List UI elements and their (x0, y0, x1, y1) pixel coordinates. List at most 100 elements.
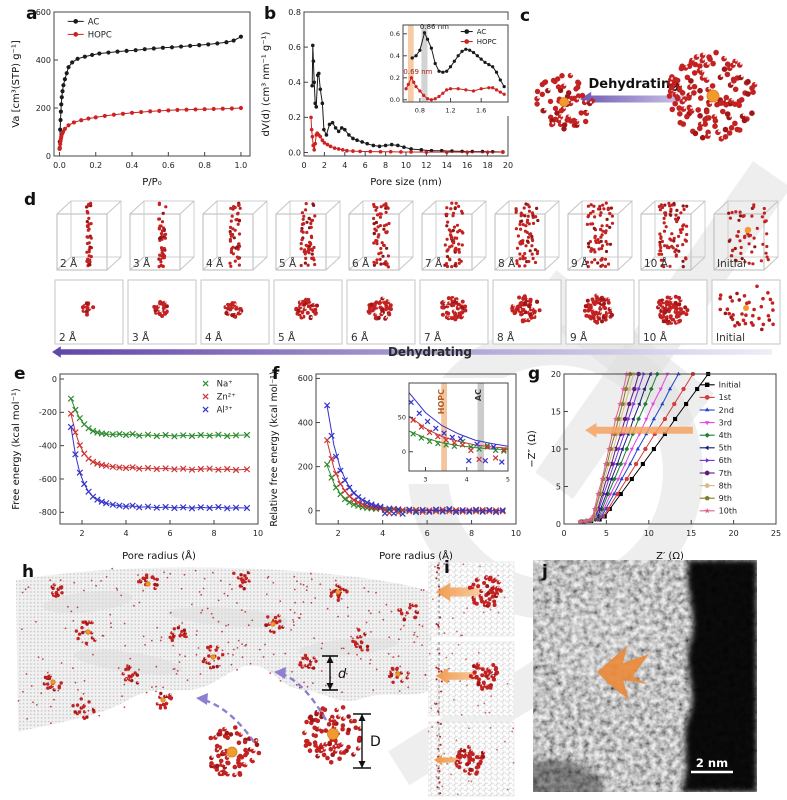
svg-text:0.2: 0.2 (288, 113, 301, 122)
svg-text:0.4: 0.4 (126, 161, 139, 170)
svg-text:4 Å: 4 Å (205, 331, 223, 344)
svg-text:0.8: 0.8 (288, 8, 301, 17)
svg-text:Pore size (nm): Pore size (nm) (370, 177, 442, 188)
svg-text:600: 600 (298, 374, 313, 383)
svg-text:8: 8 (469, 529, 474, 538)
panel-label-i: i (444, 558, 450, 578)
svg-text:15: 15 (686, 529, 696, 538)
svg-text:HOPC: HOPC (437, 389, 446, 414)
svg-text:7 Å: 7 Å (424, 331, 442, 344)
svg-text:2: 2 (322, 161, 327, 170)
panel-label-f: f (272, 364, 280, 384)
svg-text:Dehydrating: Dehydrating (588, 77, 679, 92)
svg-text:Free energy (kcal mol⁻¹): Free energy (kcal mol⁻¹) (11, 388, 22, 510)
svg-text:-200: -200 (39, 408, 57, 417)
svg-text:16: 16 (462, 161, 472, 170)
svg-text:14: 14 (442, 161, 452, 170)
svg-text:2: 2 (336, 529, 341, 538)
panel-c-dehydration-illustration: Dehydrating (534, 49, 758, 142)
svg-text:10: 10 (253, 529, 263, 538)
svg-text:1.6: 1.6 (476, 107, 486, 115)
svg-text:6 Å: 6 Å (351, 331, 369, 344)
svg-text:6: 6 (167, 529, 172, 538)
svg-text:400: 400 (36, 56, 51, 65)
svg-text:4th: 4th (719, 431, 732, 440)
svg-text:Initial: Initial (719, 381, 741, 390)
svg-text:6 Å: 6 Å (352, 257, 370, 270)
svg-text:0.69 nm: 0.69 nm (403, 68, 432, 76)
svg-text:0.0: 0.0 (390, 96, 400, 104)
svg-text:8 Å: 8 Å (497, 331, 515, 344)
svg-text:6: 6 (425, 529, 430, 538)
svg-text:2 Å: 2 Å (59, 331, 77, 344)
panel-b-inset-chart: 0.86 nm 0.69 nm 0.8 1.2 1.6 0.0 0.2 0.4 0.6 AC HOP… (384, 20, 512, 116)
svg-text:200: 200 (298, 462, 313, 471)
svg-text:2 nm: 2 nm (696, 756, 728, 770)
svg-text:5: 5 (556, 482, 561, 491)
svg-text:9 Å: 9 Å (571, 257, 589, 270)
svg-text:P/P₀: P/P₀ (142, 177, 161, 188)
svg-text:10: 10 (551, 445, 561, 454)
svg-text:8th: 8th (719, 481, 732, 490)
panel-label-b: b (264, 4, 277, 24)
svg-text:20: 20 (729, 529, 739, 538)
svg-text:0.4: 0.4 (390, 52, 400, 60)
panel-label-g: g (528, 364, 541, 384)
svg-text:0.0: 0.0 (288, 148, 301, 157)
svg-text:2 Å: 2 Å (60, 257, 78, 270)
svg-text:3rd: 3rd (719, 418, 732, 427)
svg-text:4: 4 (342, 161, 347, 170)
svg-text:Initial: Initial (717, 258, 746, 270)
svg-text:0: 0 (556, 520, 561, 529)
svg-text:0.2: 0.2 (390, 74, 400, 82)
svg-text:-600: -600 (39, 475, 57, 484)
svg-text:dV(d) (cm³ nm⁻¹ g⁻¹): dV(d) (cm³ nm⁻¹ g⁻¹) (261, 31, 272, 136)
panel-j-tem-image: 2 nm (533, 560, 757, 792)
svg-text:5 Å: 5 Å (279, 257, 297, 270)
svg-text:0: 0 (561, 529, 566, 538)
svg-text:6: 6 (363, 161, 368, 170)
svg-text:50: 50 (398, 414, 406, 422)
svg-text:10: 10 (401, 161, 411, 170)
svg-text:AC: AC (88, 17, 100, 27)
panel-b-pore-size-distribution-chart: 0 2 4 6 8 10 12 14 16 18 20 0.0 0.2 0.4 0.6 0.8 Pore siz… (261, 8, 513, 188)
panel-label-e: e (14, 364, 26, 384)
svg-text:0: 0 (52, 375, 57, 384)
svg-text:Relative free energy (kcal mol: Relative free energy (kcal mol⁻¹) (269, 371, 280, 526)
svg-text:9th: 9th (719, 494, 732, 503)
svg-text:HOPC: HOPC (477, 38, 497, 46)
panel-e-free-energy-chart: 2 4 6 8 10 0 -200 -400 -600 -800 Pore radius (Å) Fr… (11, 373, 263, 562)
svg-text:2nd: 2nd (719, 406, 734, 415)
svg-text:10th: 10th (719, 507, 737, 516)
svg-text:-400: -400 (39, 441, 57, 450)
svg-text:200: 200 (36, 104, 51, 113)
svg-text:8: 8 (383, 161, 388, 170)
svg-text:400: 400 (298, 418, 313, 427)
svg-text:8 Å: 8 Å (498, 257, 516, 270)
svg-text:5th: 5th (719, 444, 732, 453)
svg-text:0: 0 (46, 152, 51, 161)
svg-text:0.6: 0.6 (390, 30, 400, 38)
svg-text:4 Å: 4 Å (206, 257, 224, 270)
svg-text:0: 0 (308, 507, 313, 516)
svg-text:Z′ (Ω): Z′ (Ω) (656, 551, 684, 562)
svg-text:0.4: 0.4 (288, 78, 301, 87)
svg-text:25: 25 (771, 529, 781, 538)
svg-text:1st: 1st (719, 393, 731, 402)
svg-text:3: 3 (423, 476, 427, 484)
svg-text:4: 4 (380, 529, 385, 538)
svg-text:20: 20 (551, 370, 561, 379)
svg-text:Pore radius (Å): Pore radius (Å) (379, 549, 453, 562)
svg-text:0.6: 0.6 (162, 161, 175, 170)
svg-text:10: 10 (644, 529, 654, 538)
svg-text:3 Å: 3 Å (132, 331, 150, 344)
panel-i-pore-entry-illustration (428, 561, 515, 797)
panel-h-carbon-sheet-illustration: dD (16, 567, 432, 778)
svg-text:0.8: 0.8 (415, 107, 425, 115)
svg-text:0: 0 (402, 448, 406, 456)
svg-text:5: 5 (604, 529, 609, 538)
panel-a-adsorption-isotherm-chart: 0.0 0.2 0.4 0.6 0.8 1.0 0 200 400 600 P/P₀ Va [cm³(… (11, 8, 251, 188)
svg-text:Pore radius (Å): Pore radius (Å) (122, 549, 196, 562)
svg-text:20: 20 (503, 161, 513, 170)
